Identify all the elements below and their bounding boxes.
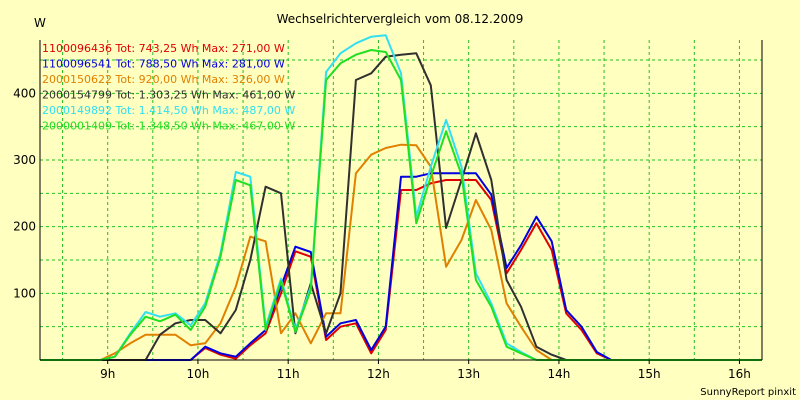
x-tick-label: 10h xyxy=(187,367,210,381)
legend-entry: 2000154799 Tot: 1.303,25 Wh Max: 461,00 … xyxy=(42,89,295,102)
legend-entry: 2000001409 Tot: 1.348,50 Wh Max: 467,00 … xyxy=(42,120,295,133)
x-tick-label: 15h xyxy=(638,367,661,381)
y-tick-label: 400 xyxy=(13,86,36,100)
x-tick-label: 14h xyxy=(548,367,571,381)
axes xyxy=(39,40,763,361)
y-axis-label: W xyxy=(34,16,46,30)
legend-entry: 1100096436 Tot: 743,25 Wh Max: 271,00 W xyxy=(42,42,285,55)
x-tick-label: 16h xyxy=(728,367,751,381)
y-tick-label: 100 xyxy=(13,286,36,300)
footer-credit: SunnyReport pinxit xyxy=(700,387,796,398)
legend: 1100096436 Tot: 743,25 Wh Max: 271,00 W 1… xyxy=(42,42,295,133)
legend-entry: 1100096541 Tot: 788,50 Wh Max: 281,00 W xyxy=(42,58,285,71)
legend-entry: 2000150622 Tot: 920,00 Wh Max: 326,00 W xyxy=(42,73,285,86)
x-tick-label: 11h xyxy=(277,367,300,381)
chart-title: Wechselrichtervergleich vom 08.12.2009 xyxy=(277,12,524,26)
y-tick-label: 200 xyxy=(13,220,36,234)
x-tick-label: 13h xyxy=(457,367,480,381)
tick-labels: 9h 10h 11h 12h 13h 14h 15h 16h 100 200 300 400 xyxy=(13,86,751,381)
x-tick-label: 9h xyxy=(100,367,115,381)
legend-entry: 2000149892 Tot: 1.414,50 Wh Max: 487,00 … xyxy=(42,104,295,117)
grid-lines xyxy=(40,40,762,360)
x-tick-label: 12h xyxy=(367,367,390,381)
y-tick-label: 300 xyxy=(13,153,36,167)
